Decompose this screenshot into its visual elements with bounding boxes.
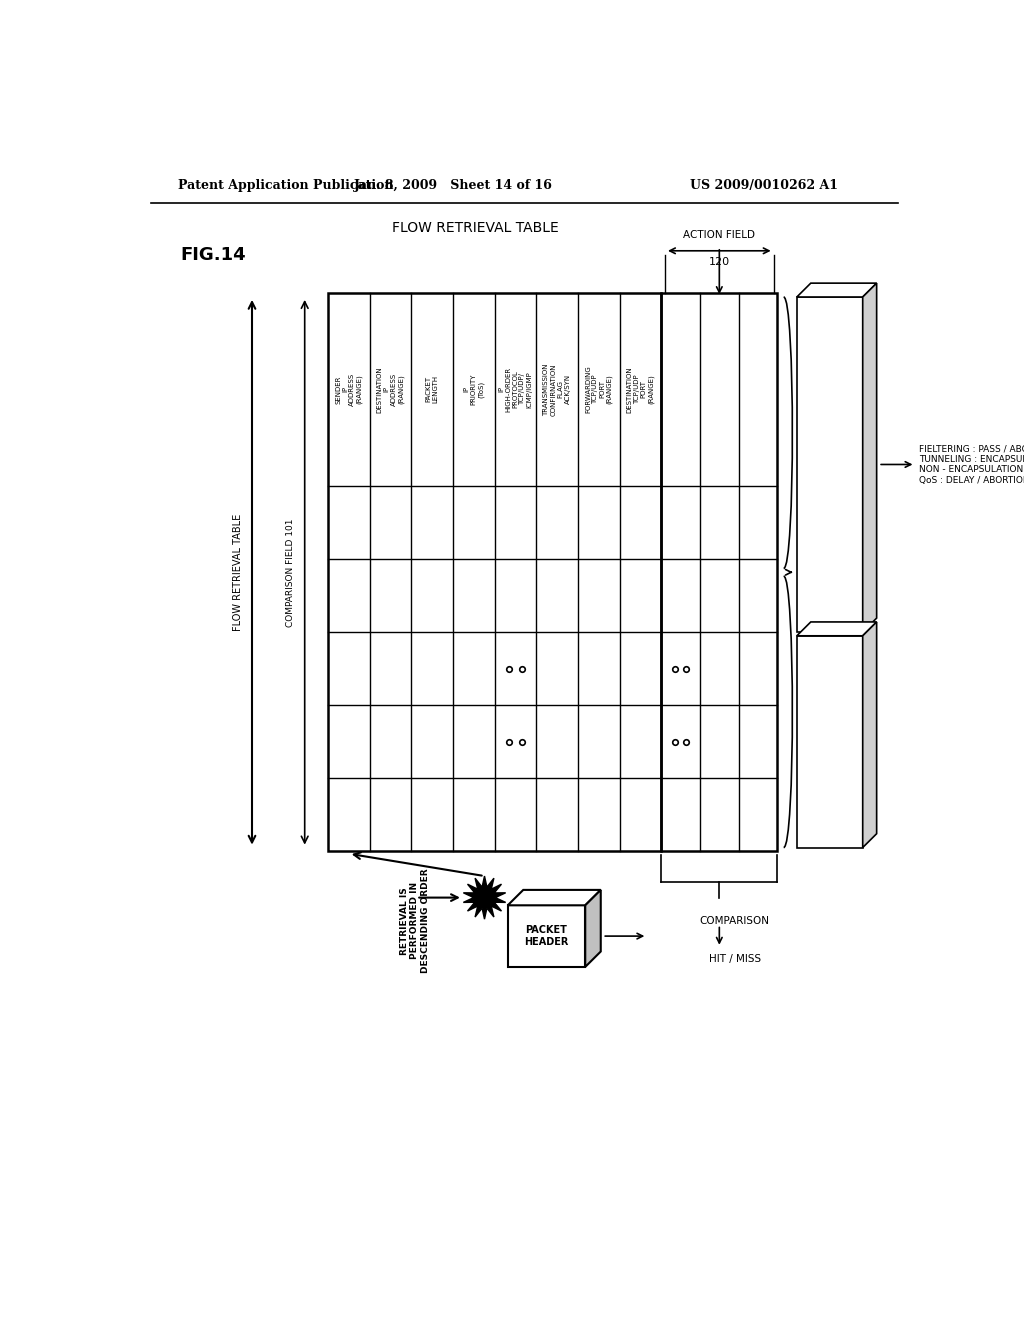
Text: HIT / MISS: HIT / MISS (709, 954, 761, 964)
Text: TRANSMISSION
CONFIRNATION
FLAG
ACK/SYN: TRANSMISSION CONFIRNATION FLAG ACK/SYN (544, 363, 570, 416)
Text: Patent Application Publication: Patent Application Publication (178, 178, 394, 191)
Text: Jan. 8, 2009   Sheet 14 of 16: Jan. 8, 2009 Sheet 14 of 16 (354, 178, 553, 191)
Bar (328, 293, 662, 851)
Text: PACKET
LENGTH: PACKET LENGTH (426, 375, 438, 404)
Polygon shape (508, 890, 601, 906)
Bar (508, 906, 586, 966)
Text: PACKET
HEADER: PACKET HEADER (524, 925, 568, 946)
Text: FIELTERING : PASS / ABORTION
TUNNELING : ENCAPSULATION /
NON - ENCAPSULATION
QoS: FIELTERING : PASS / ABORTION TUNNELING :… (920, 445, 1024, 484)
Text: DESTINATION
TCP/UDP
PORT
(RANGE): DESTINATION TCP/UDP PORT (RANGE) (627, 366, 654, 413)
Bar (662, 293, 777, 851)
Text: ACTION FIELD: ACTION FIELD (683, 231, 756, 240)
Text: DESTINATION
IP
ADDRESS
(RANGE): DESTINATION IP ADDRESS (RANGE) (377, 366, 404, 413)
Polygon shape (797, 284, 877, 297)
Polygon shape (862, 622, 877, 847)
Text: RETRIEVAL IS
PERFORMED IN
DESCENDING ORDER: RETRIEVAL IS PERFORMED IN DESCENDING ORD… (399, 869, 430, 973)
Text: US 2009/0010262 A1: US 2009/0010262 A1 (689, 178, 838, 191)
Text: COMPARISON FIELD 101: COMPARISON FIELD 101 (287, 517, 295, 627)
Text: IP
HIGH-ORDER
PROTOCOL
TCP/UDP/
ICMP/IGMP: IP HIGH-ORDER PROTOCOL TCP/UDP/ ICMP/IGM… (499, 367, 532, 412)
Text: COMPARISON: COMPARISON (699, 916, 770, 925)
Bar (797, 297, 862, 632)
Text: FIG.14: FIG.14 (180, 246, 247, 264)
Text: IP
PRIORITY
(ToS): IP PRIORITY (ToS) (464, 374, 484, 405)
Text: FORWARDING
TCP/UDP
PORT
(RANGE): FORWARDING TCP/UDP PORT (RANGE) (585, 366, 612, 413)
Polygon shape (797, 622, 877, 636)
Text: FLOW RETRIEVAL TABLE: FLOW RETRIEVAL TABLE (391, 220, 558, 235)
Polygon shape (463, 876, 506, 919)
Polygon shape (862, 284, 877, 632)
Bar (797, 636, 862, 847)
Text: 120: 120 (709, 257, 730, 268)
Text: FLOW RETRIEVAL TABLE: FLOW RETRIEVAL TABLE (233, 513, 243, 631)
Text: SENDER
IP
ADDRESS
(RANGE): SENDER IP ADDRESS (RANGE) (335, 372, 362, 407)
Polygon shape (586, 890, 601, 966)
